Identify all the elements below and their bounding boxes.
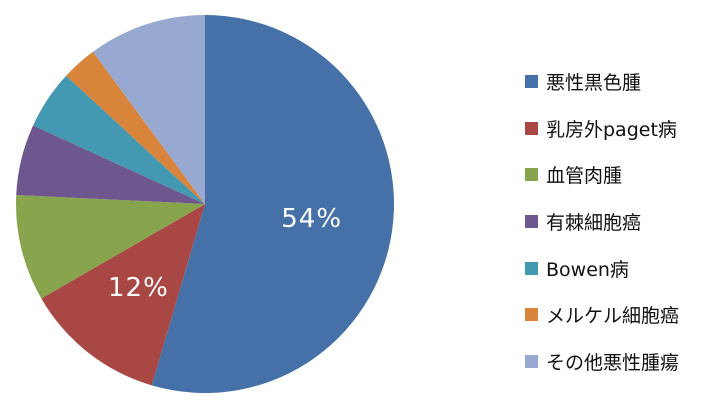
- legend-item-3: 血管肉腫: [525, 151, 679, 198]
- legend-item-1: 悪性黒色腫: [525, 58, 679, 105]
- data-label-1: 54%: [281, 204, 342, 234]
- pie-slices: [15, 15, 395, 393]
- legend-swatch: [525, 214, 538, 228]
- legend-item-5: Bowen病: [525, 245, 679, 292]
- pie-slice-7: [92, 15, 205, 204]
- pie-slice-4: [16, 125, 205, 204]
- legend-label: 乳房外paget病: [546, 118, 677, 141]
- legend-swatch: [525, 168, 538, 182]
- legend-item-6: メルケル細胞癌: [525, 291, 679, 338]
- legend-item-4: 有棘細胞癌: [525, 198, 679, 245]
- pie-plot-area: 54% 12%: [15, 15, 395, 393]
- pie-slice-5: [33, 75, 205, 204]
- legend: 悪性黒色腫乳房外paget病 血管肉腫有棘細胞癌 Bowen病メルケル細胞癌 その他悪…: [525, 58, 679, 385]
- legend-swatch: [525, 354, 538, 368]
- data-label-2: 12%: [108, 273, 169, 303]
- pie-slice-1: [151, 15, 395, 393]
- legend-label: その他悪性腫瘍: [546, 351, 680, 374]
- pie-data-labels: 54% 12%: [108, 204, 342, 303]
- legend-label: 悪性黒色腫: [546, 71, 642, 94]
- legend-swatch: [525, 121, 538, 135]
- legend-item-2: 乳房外paget病: [525, 105, 679, 152]
- legend-swatch: [525, 308, 538, 322]
- legend-label: 有棘細胞癌: [546, 211, 642, 234]
- legend-swatch: [525, 74, 538, 88]
- legend-swatch: [525, 261, 538, 275]
- pie-slice-2: [41, 204, 205, 386]
- pie-slice-3: [15, 195, 205, 299]
- legend-label: Bowen病: [546, 258, 629, 281]
- legend-label: メルケル細胞癌: [546, 305, 680, 328]
- legend-label: 血管肉腫: [546, 165, 623, 188]
- legend-item-7: その他悪性腫瘍: [525, 338, 679, 385]
- pie-slice-6: [66, 51, 205, 204]
